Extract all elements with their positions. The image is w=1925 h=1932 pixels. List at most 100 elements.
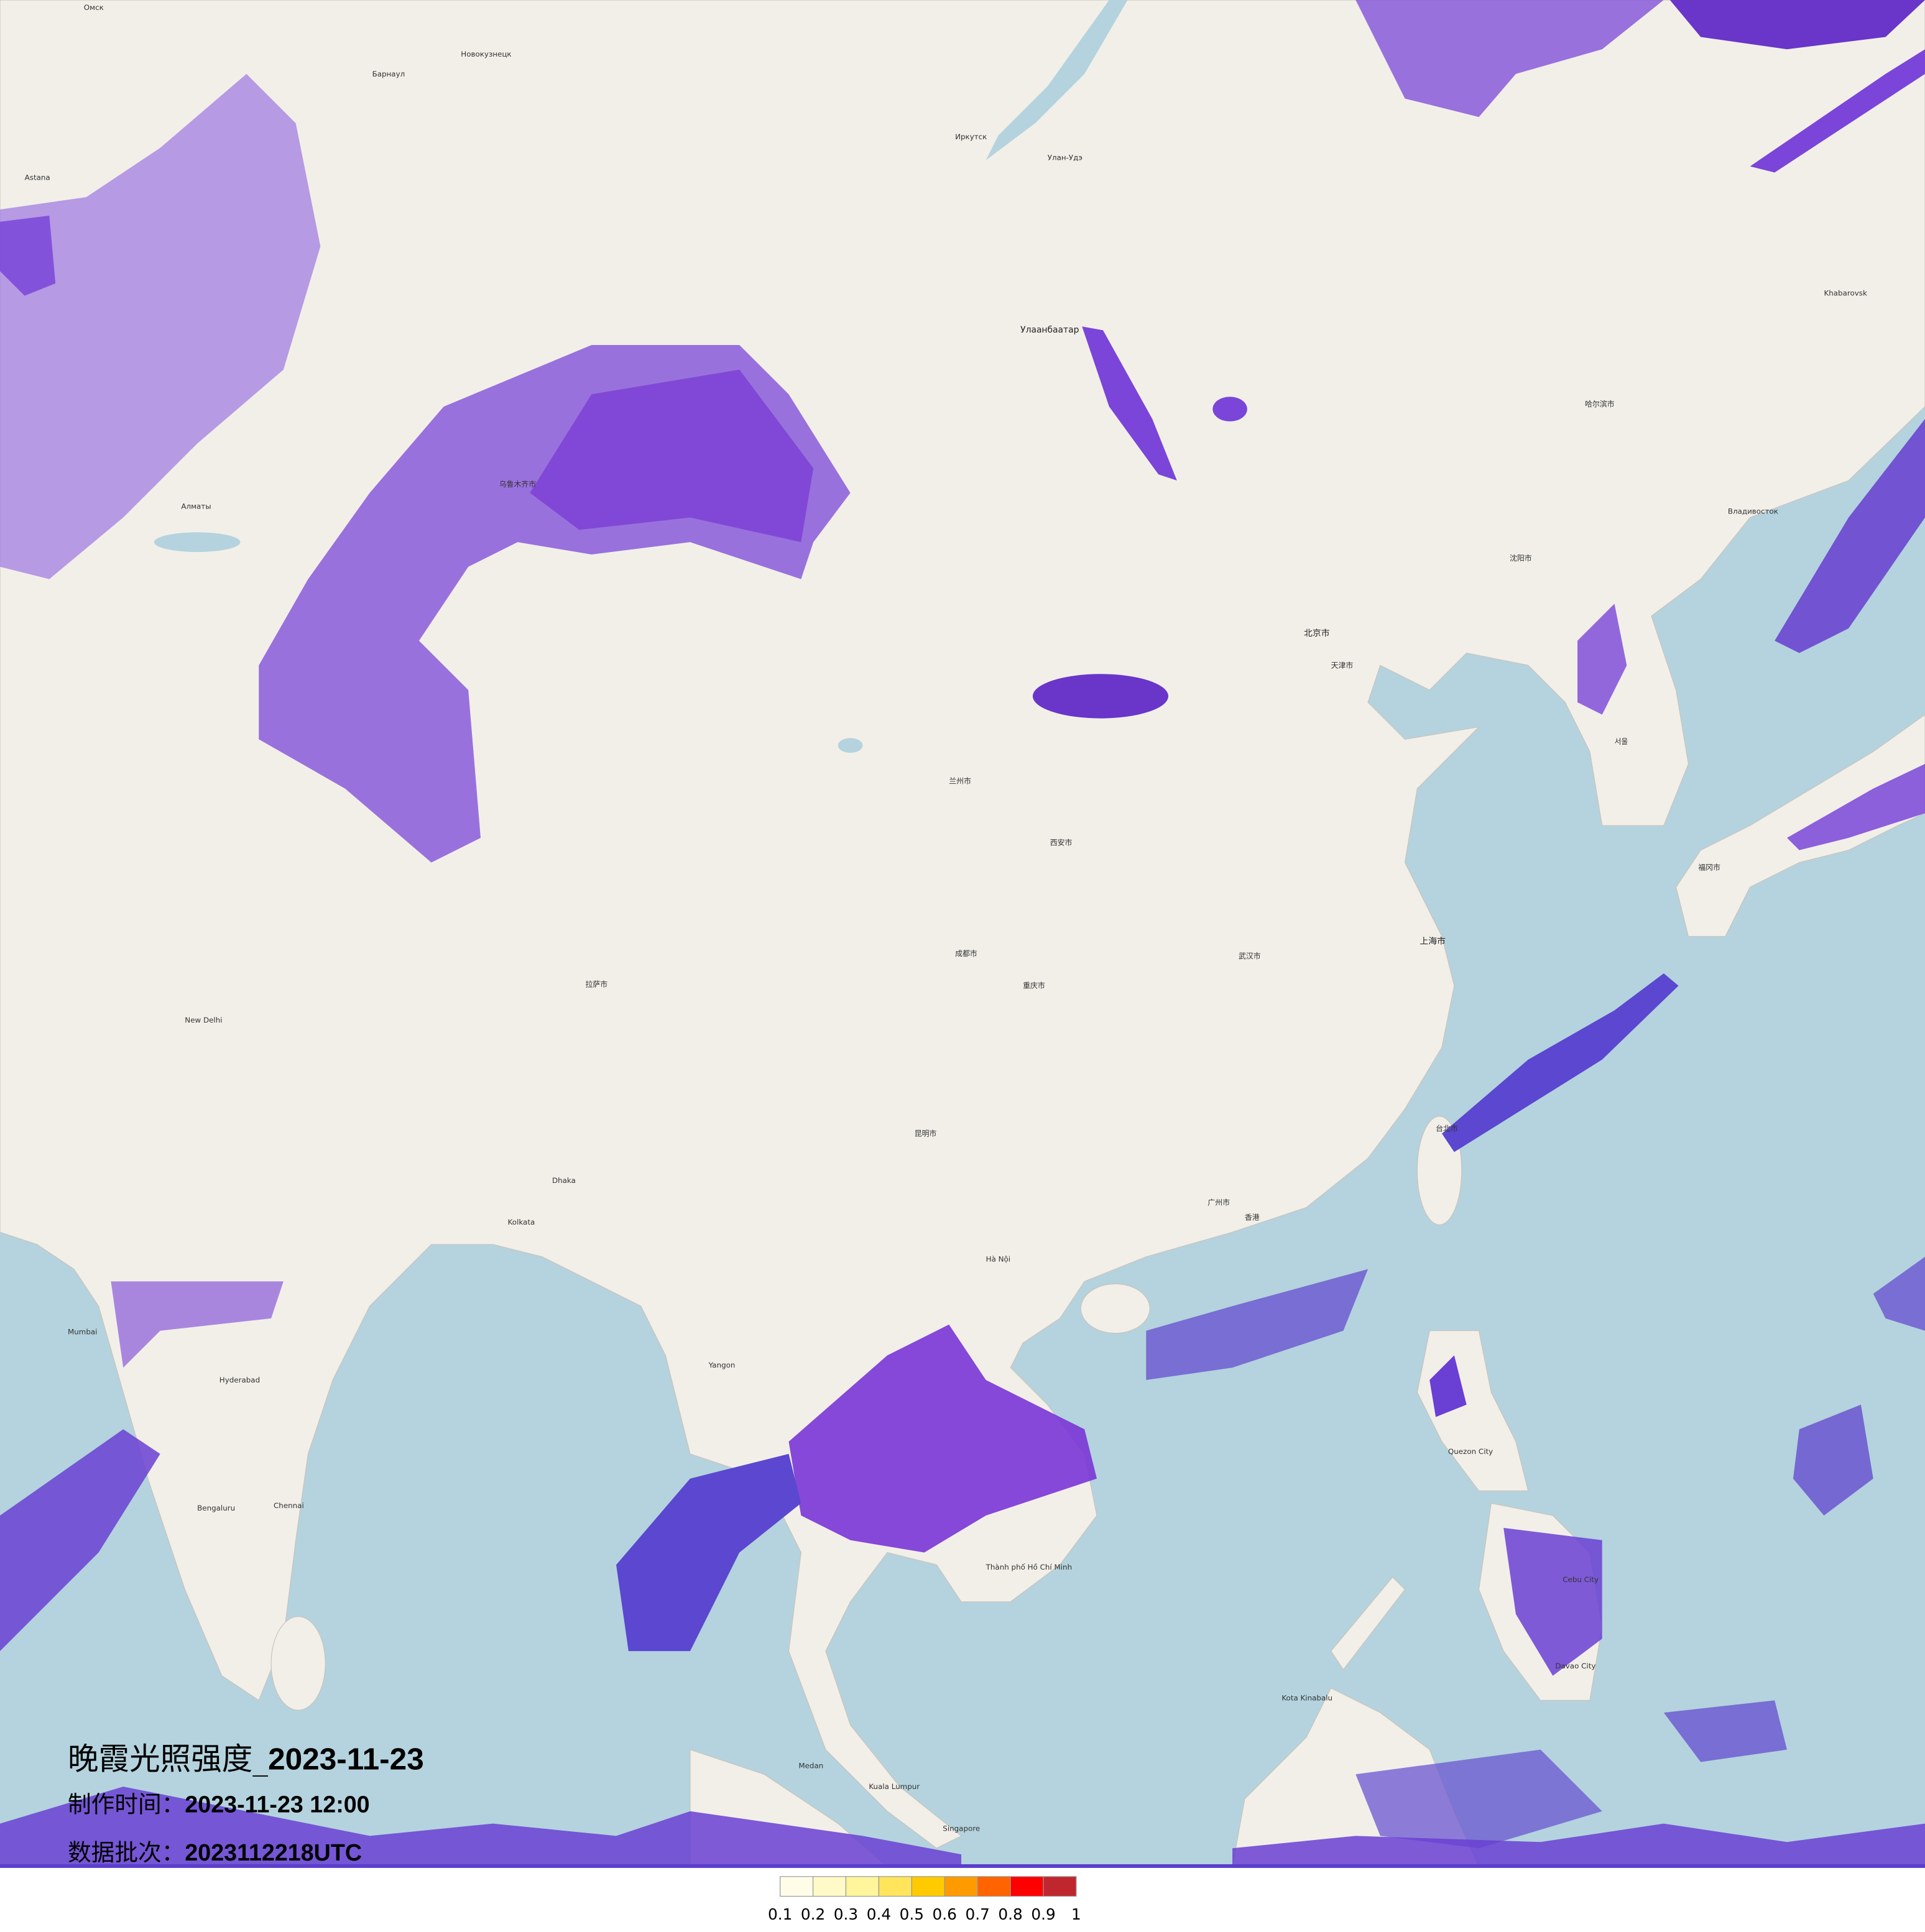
title-date: 2023-11-23 bbox=[268, 1741, 424, 1776]
city-label: Kuala Lumpur bbox=[869, 1782, 920, 1791]
data-batch-value: 2023112218UTC bbox=[185, 1839, 362, 1865]
city-label: 香港 bbox=[1245, 1213, 1260, 1221]
legend-label: 0.4 bbox=[867, 1905, 891, 1923]
city-label: Hyderabad bbox=[219, 1376, 260, 1384]
glow-korea bbox=[1577, 604, 1627, 715]
city-label: Singapore bbox=[943, 1824, 980, 1833]
data-batch: 数据批次：2023112218UTC bbox=[68, 1839, 362, 1866]
glow-xinjiang-core bbox=[530, 369, 814, 543]
city-label: Владивосток bbox=[1728, 507, 1778, 516]
city-label: 台北市 bbox=[1436, 1125, 1458, 1133]
legend-swatch bbox=[1010, 1876, 1044, 1897]
city-label: 沈阳市 bbox=[1510, 554, 1532, 563]
city-label: Thành phố Hồ Chí Minh bbox=[986, 1563, 1072, 1571]
glow-pacific-east bbox=[1793, 1404, 1873, 1516]
city-label: 拉萨市 bbox=[585, 980, 607, 989]
glow-okhotsk-streak bbox=[1750, 49, 1925, 173]
japan bbox=[1675, 714, 1925, 937]
glow-sumatra bbox=[0, 1787, 962, 1867]
sunset-glow-overlay bbox=[0, 0, 1925, 1868]
legend-label: 0.6 bbox=[933, 1905, 957, 1923]
production-time: 制作时间：2023-11-23 12:00 bbox=[68, 1791, 370, 1818]
production-time-label: 制作时间： bbox=[68, 1791, 185, 1818]
legend-label: 1 bbox=[1071, 1905, 1081, 1923]
city-label: Алматы bbox=[181, 502, 211, 511]
legend-label: 0.3 bbox=[834, 1905, 858, 1923]
legend-label: 0.2 bbox=[801, 1905, 825, 1923]
city-label: Новокузнецк bbox=[461, 50, 511, 58]
title-prefix: 晚霞光照强度_ bbox=[68, 1741, 268, 1777]
legend-swatch bbox=[845, 1876, 880, 1897]
city-label: 西安市 bbox=[1050, 839, 1073, 847]
glow-celebes bbox=[1663, 1700, 1788, 1762]
city-label: Барнаул bbox=[372, 70, 405, 78]
city-label: Yangon bbox=[708, 1361, 736, 1369]
legend-swatch bbox=[944, 1876, 978, 1897]
city-label: Kota Kinabalu bbox=[1281, 1693, 1332, 1702]
glow-pacific-right bbox=[1873, 1256, 1925, 1331]
glow-bottom-edge bbox=[0, 1864, 1925, 1868]
city-labels: Омск Новокузнецк Барнаул Astana Иркутск … bbox=[25, 3, 1867, 1833]
city-label: 成都市 bbox=[955, 949, 977, 958]
city-label: Dhaka bbox=[552, 1176, 576, 1185]
glow-bottom-right bbox=[1232, 1823, 1925, 1867]
city-label: New Delhi bbox=[185, 1016, 222, 1024]
qinghai-lake bbox=[838, 738, 863, 753]
city-label: 广州市 bbox=[1207, 1198, 1230, 1207]
city-label: 福冈市 bbox=[1698, 863, 1720, 872]
city-label: Омск bbox=[84, 3, 104, 12]
sri-lanka bbox=[270, 1616, 326, 1711]
glow-scs-north bbox=[1146, 1269, 1369, 1380]
glow-sea-of-japan bbox=[1775, 418, 1925, 653]
lakes bbox=[154, 0, 1128, 753]
legend-label: 0.5 bbox=[900, 1905, 924, 1923]
city-label: Иркутск bbox=[955, 132, 987, 141]
city-label: Astana bbox=[25, 173, 50, 182]
city-label: 兰州市 bbox=[949, 777, 971, 786]
legend-label: 0.8 bbox=[998, 1905, 1022, 1923]
city-label: 天津市 bbox=[1331, 661, 1354, 669]
city-label: 上海市 bbox=[1420, 936, 1446, 946]
city-label: Khabarovsk bbox=[1824, 289, 1867, 298]
city-label: Quezon City bbox=[1448, 1447, 1493, 1456]
legend-label: 0.9 bbox=[1031, 1905, 1055, 1923]
color-legend: 0.1 0.2 0.3 0.4 0.5 0.6 0.7 0.8 0.9 1 bbox=[768, 1876, 1081, 1923]
glow-mongolia-spot bbox=[1212, 397, 1247, 421]
glow-siberia-north bbox=[1355, 0, 1664, 117]
hainan bbox=[1080, 1283, 1150, 1334]
glow-kazakhstan bbox=[0, 73, 321, 579]
city-label: Улаанбаатар bbox=[1020, 325, 1079, 335]
city-label: 昆明市 bbox=[915, 1129, 937, 1138]
legend-swatch bbox=[911, 1876, 945, 1897]
glow-philippines bbox=[1503, 1527, 1602, 1676]
data-batch-label: 数据批次： bbox=[68, 1839, 185, 1866]
city-label: 武汉市 bbox=[1239, 952, 1261, 960]
glow-india-southwest bbox=[0, 1429, 160, 1652]
glow-luzon bbox=[1429, 1355, 1467, 1417]
glow-andaman bbox=[616, 1453, 801, 1652]
legend-label: 0.1 bbox=[768, 1905, 792, 1923]
glow-east-china-sea bbox=[1442, 973, 1679, 1152]
city-label: Hà Nội bbox=[986, 1255, 1010, 1264]
legend-swatch bbox=[1043, 1876, 1077, 1897]
glow-japan bbox=[1787, 763, 1925, 850]
glow-borneo-south bbox=[1355, 1749, 1602, 1849]
glow-indochina bbox=[788, 1324, 1097, 1553]
glow-northeast-top bbox=[1669, 0, 1925, 50]
city-label: 乌鲁木齐市 bbox=[499, 480, 536, 489]
city-label: 哈尔滨市 bbox=[1585, 400, 1615, 408]
city-label: Улан-Удэ bbox=[1048, 154, 1083, 162]
city-label: Cebu City bbox=[1563, 1575, 1599, 1584]
city-label: 重庆市 bbox=[1023, 982, 1045, 990]
legend-swatch bbox=[812, 1876, 847, 1897]
legend-label: 0.7 bbox=[965, 1905, 989, 1923]
palawan bbox=[1330, 1576, 1406, 1670]
map-title: 晚霞光照强度_2023-11-23 bbox=[68, 1741, 424, 1777]
lake-balkhash bbox=[154, 532, 241, 552]
glow-india-west bbox=[111, 1281, 284, 1368]
city-label: 서울 bbox=[1615, 737, 1628, 746]
production-time-value: 2023-11-23 12:00 bbox=[185, 1792, 369, 1818]
title-block: 晚霞光照强度_2023-11-23 制作时间：2023-11-23 12:00 … bbox=[68, 1741, 424, 1866]
glow-mongolia-streak bbox=[1082, 326, 1177, 481]
